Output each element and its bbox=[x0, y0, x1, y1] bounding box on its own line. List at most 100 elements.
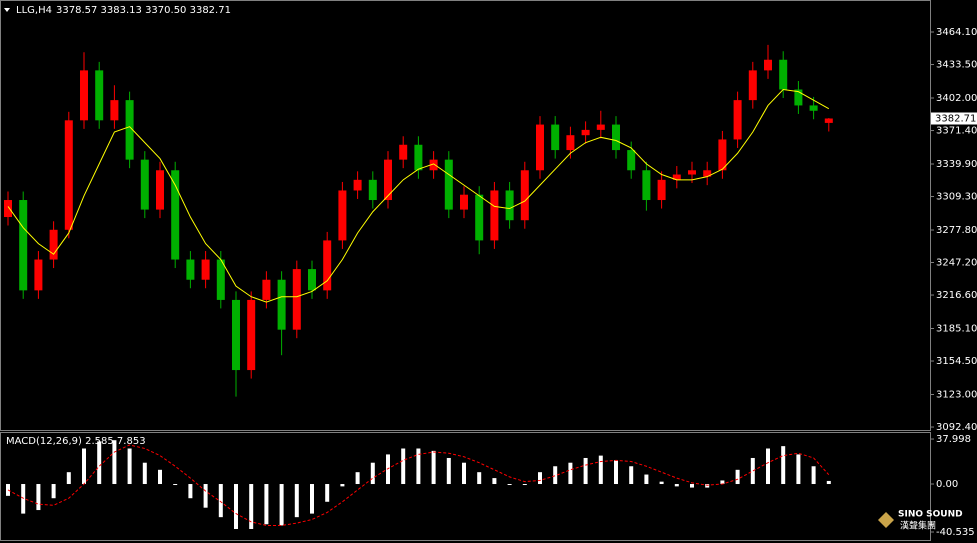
y-tick-label: 3309.30 bbox=[936, 192, 977, 203]
macd-bar bbox=[158, 469, 162, 485]
macd-bar bbox=[66, 472, 71, 485]
macd-bar bbox=[188, 484, 193, 499]
macd-bar bbox=[644, 474, 649, 485]
candle-body bbox=[809, 105, 818, 111]
candle-body bbox=[171, 170, 180, 260]
candle-body bbox=[505, 190, 514, 221]
candle-body bbox=[156, 170, 164, 210]
macd-bar bbox=[690, 484, 694, 488]
macd-bar bbox=[492, 478, 497, 485]
candle-body bbox=[277, 279, 286, 330]
logo-name: SINO SOUND bbox=[898, 510, 963, 520]
candle-body bbox=[475, 194, 484, 241]
macd-bar bbox=[127, 448, 132, 485]
macd-bar bbox=[370, 462, 375, 485]
price-tag: 3382.71 bbox=[935, 114, 976, 125]
macd-bar bbox=[659, 481, 664, 485]
y-tick-label: -40.535 bbox=[936, 527, 975, 538]
candle-body bbox=[703, 170, 712, 177]
candle-body bbox=[4, 200, 12, 218]
candle-body bbox=[581, 129, 590, 136]
y-tick-label: 3464.10 bbox=[936, 27, 977, 38]
macd-bar bbox=[386, 454, 390, 485]
candle-body bbox=[292, 269, 301, 330]
candle-body bbox=[612, 124, 620, 151]
macd-bar bbox=[735, 469, 740, 485]
macd-bar bbox=[826, 480, 831, 485]
candle-body bbox=[536, 124, 544, 171]
y-tick-label: 3216.60 bbox=[936, 290, 977, 301]
candle-body bbox=[353, 179, 362, 191]
moving-average bbox=[7, 88, 830, 303]
candle-body bbox=[64, 120, 73, 230]
macd-bar bbox=[355, 472, 360, 485]
candle-body bbox=[399, 144, 408, 160]
candle-body bbox=[444, 159, 453, 210]
candle-body bbox=[368, 179, 377, 201]
macd-bar bbox=[462, 462, 466, 485]
macd-bar bbox=[279, 484, 284, 526]
macd-bar bbox=[522, 484, 527, 486]
candle-body bbox=[688, 170, 696, 175]
macd-bar bbox=[811, 466, 816, 485]
y-tick-label: 3185.10 bbox=[936, 324, 977, 335]
y-tick-label: 0.00 bbox=[936, 479, 958, 490]
macd-bar bbox=[750, 457, 755, 485]
macd-bar bbox=[264, 484, 269, 525]
price-tag-box bbox=[931, 112, 977, 125]
logo: SINO SOUND 漢聲集團 bbox=[878, 510, 963, 532]
macd-bar bbox=[325, 484, 330, 502]
candle-body bbox=[232, 299, 240, 371]
macd-bar bbox=[310, 484, 314, 514]
macd-bar bbox=[614, 460, 618, 485]
candle-body bbox=[247, 299, 256, 371]
candle-body bbox=[338, 190, 347, 241]
macd-bar bbox=[401, 448, 406, 485]
y-tick-label: 3277.80 bbox=[936, 225, 977, 236]
candle-body bbox=[80, 70, 88, 121]
macd-bar bbox=[477, 472, 482, 485]
candle-body bbox=[186, 259, 195, 280]
macd-bar bbox=[294, 484, 299, 518]
macd-bar bbox=[538, 472, 542, 485]
macd-bar bbox=[781, 446, 786, 485]
candle-body bbox=[110, 100, 119, 121]
macd-bar bbox=[21, 484, 26, 514]
macd-bar bbox=[6, 484, 10, 496]
macd-bar bbox=[568, 462, 573, 485]
y-tick-label: 3371.40 bbox=[936, 126, 977, 137]
macd-bar bbox=[173, 484, 178, 486]
y-tick-label: 3247.20 bbox=[936, 258, 977, 269]
candle-body bbox=[794, 89, 803, 106]
y-tick-label: 3402.00 bbox=[936, 93, 977, 104]
candle-body bbox=[216, 259, 225, 300]
candle-body bbox=[596, 124, 605, 130]
candle-body bbox=[748, 70, 757, 101]
macd-bar bbox=[629, 466, 634, 485]
macd-bar bbox=[340, 484, 345, 487]
candle-body bbox=[824, 118, 833, 123]
macd-bar bbox=[97, 441, 102, 485]
candle-body bbox=[551, 124, 560, 151]
candle-body bbox=[733, 100, 742, 140]
candle-body bbox=[642, 170, 651, 201]
macd-pane-frame bbox=[0, 432, 931, 541]
y-tick-label: 3123.00 bbox=[936, 390, 977, 401]
candle-body bbox=[490, 190, 499, 241]
candle-body bbox=[627, 150, 636, 171]
candle-body bbox=[779, 59, 788, 90]
symbol-title: LLG,H4 bbox=[16, 5, 52, 16]
candle-body bbox=[384, 159, 392, 201]
macd-bar bbox=[446, 457, 451, 485]
y-tick-label: 3433.50 bbox=[936, 60, 977, 71]
candle-body bbox=[672, 174, 681, 180]
macd-bar bbox=[416, 448, 421, 485]
macd-bar bbox=[142, 462, 147, 485]
candle-body bbox=[566, 135, 575, 151]
candle-body bbox=[49, 229, 58, 260]
macd-bar bbox=[583, 457, 588, 485]
menu-arrow[interactable] bbox=[4, 8, 10, 12]
logo-mark bbox=[878, 512, 894, 528]
candle-body bbox=[34, 259, 43, 291]
